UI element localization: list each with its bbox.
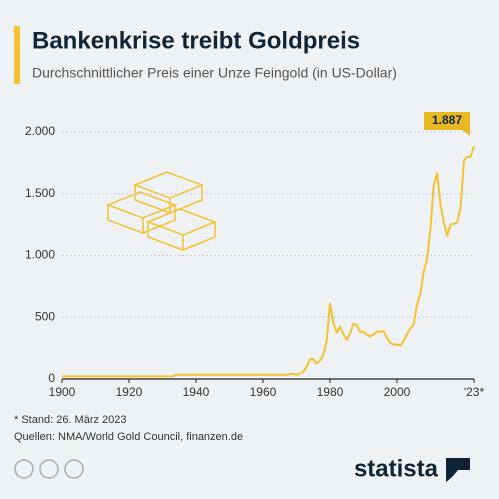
x-tick-label: 1980	[317, 385, 344, 399]
x-tick-label: 1920	[116, 385, 143, 399]
x-tick-label: 1940	[183, 385, 210, 399]
brand-logo: statista	[354, 455, 439, 482]
x-tick-label: 1960	[250, 385, 277, 399]
line	[62, 145, 475, 378]
x-tick-label: 1900	[49, 385, 76, 399]
accent-bar	[14, 26, 20, 84]
y-tick-label: 0	[48, 371, 55, 385]
footnote: * Stand: 26. März 2023	[14, 414, 127, 426]
y-tick-label: 500	[35, 309, 55, 323]
brand-mark	[446, 458, 470, 482]
x-tick-label: 2000	[384, 385, 411, 399]
value-label: 1.887	[432, 113, 462, 127]
chart-title: Bankenkrise treibt Goldpreis	[32, 27, 360, 54]
chart-subtitle: Durchschnittlicher Preis einer Unze Fein…	[32, 65, 397, 81]
y-tick-label: 2.000	[25, 124, 55, 138]
y-tick-label: 1.500	[25, 186, 55, 200]
value-label-box	[424, 111, 470, 136]
source: Quellen: NMA/World Gold Council, finanze…	[14, 431, 243, 443]
x-tick-label: '23*	[464, 385, 485, 399]
y-tick-label: 1.000	[25, 248, 55, 262]
license-icons	[14, 459, 84, 479]
